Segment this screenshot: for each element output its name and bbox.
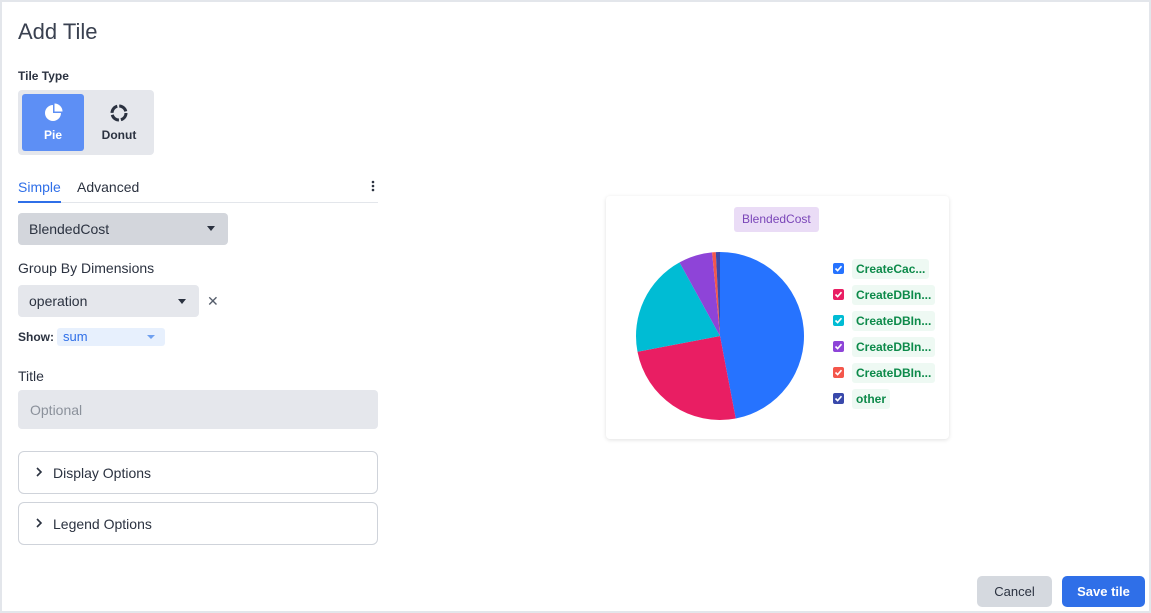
save-tile-button[interactable]: Save tile bbox=[1062, 576, 1145, 607]
tab-advanced[interactable]: Advanced bbox=[77, 179, 140, 195]
legend-checkbox[interactable] bbox=[833, 341, 844, 352]
chart-title: BlendedCost bbox=[734, 207, 819, 232]
chevron-right-icon bbox=[36, 518, 43, 528]
aggregation-select[interactable]: sum bbox=[57, 328, 165, 346]
tile-type-pie-label: Pie bbox=[43, 128, 62, 142]
pie-slice-2[interactable] bbox=[636, 262, 720, 352]
legend-options-label: Legend Options bbox=[53, 516, 152, 532]
dialog-title: Add Tile bbox=[18, 19, 98, 44]
chevron-down-icon bbox=[207, 226, 215, 231]
pie-chart-icon bbox=[45, 103, 63, 121]
legend-checkbox[interactable] bbox=[833, 393, 844, 404]
chevron-down-icon bbox=[178, 299, 186, 304]
pie-slice-3[interactable] bbox=[679, 252, 720, 336]
pie-slice-5[interactable] bbox=[715, 252, 720, 336]
legend-label: CreateDBIn... bbox=[852, 337, 936, 357]
legend-label: CreateDBIn... bbox=[852, 311, 936, 331]
tile-type-pie-button[interactable]: Pie bbox=[22, 94, 84, 151]
tile-type-donut-button[interactable]: Donut bbox=[88, 94, 150, 151]
pie-slice-1[interactable] bbox=[637, 336, 736, 420]
tile-type-donut-label: Donut bbox=[101, 128, 137, 142]
cancel-button[interactable]: Cancel bbox=[977, 576, 1052, 607]
pie-chart bbox=[636, 252, 805, 420]
tile-type-label: Tile Type bbox=[18, 69, 69, 83]
legend-checkbox[interactable] bbox=[833, 289, 844, 300]
donut-chart-icon bbox=[110, 104, 128, 122]
pie-slice-0[interactable] bbox=[720, 252, 805, 419]
legend-label: other bbox=[852, 389, 890, 409]
chart-preview-card: BlendedCost CreateCac... CreateDBIn... Cre… bbox=[606, 196, 949, 439]
legend-checkbox[interactable] bbox=[833, 315, 844, 326]
metric-select[interactable]: BlendedCost bbox=[18, 213, 228, 245]
group-by-select[interactable]: operation bbox=[18, 285, 199, 317]
legend-label: CreateDBIn... bbox=[852, 363, 936, 383]
legend-checkbox[interactable] bbox=[833, 367, 844, 378]
group-by-label: Group By Dimensions bbox=[18, 260, 155, 276]
more-options-icon[interactable] bbox=[370, 178, 376, 194]
chevron-right-icon bbox=[36, 467, 43, 477]
clear-group-by-icon[interactable]: ✕ bbox=[207, 293, 219, 309]
tile-type-selector: Pie Donut bbox=[18, 90, 154, 155]
legend-options-section[interactable]: Legend Options bbox=[18, 502, 378, 545]
display-options-section[interactable]: Display Options bbox=[18, 451, 378, 494]
aggregation-select-value: sum bbox=[63, 329, 88, 344]
title-input[interactable] bbox=[18, 390, 378, 429]
display-options-label: Display Options bbox=[53, 465, 152, 481]
show-label: Show: bbox=[18, 330, 54, 344]
chevron-down-icon bbox=[147, 335, 155, 339]
metric-select-value: BlendedCost bbox=[29, 221, 110, 237]
pie-slice-4[interactable] bbox=[712, 252, 720, 336]
legend-checkbox[interactable] bbox=[833, 263, 844, 274]
group-by-select-value: operation bbox=[29, 293, 88, 309]
legend-label: CreateCac... bbox=[852, 259, 930, 279]
title-field-label: Title bbox=[18, 368, 44, 384]
query-mode-tabs: Simple Advanced bbox=[18, 176, 378, 203]
tab-simple[interactable]: Simple bbox=[18, 179, 61, 203]
legend-label: CreateDBIn... bbox=[852, 285, 936, 305]
